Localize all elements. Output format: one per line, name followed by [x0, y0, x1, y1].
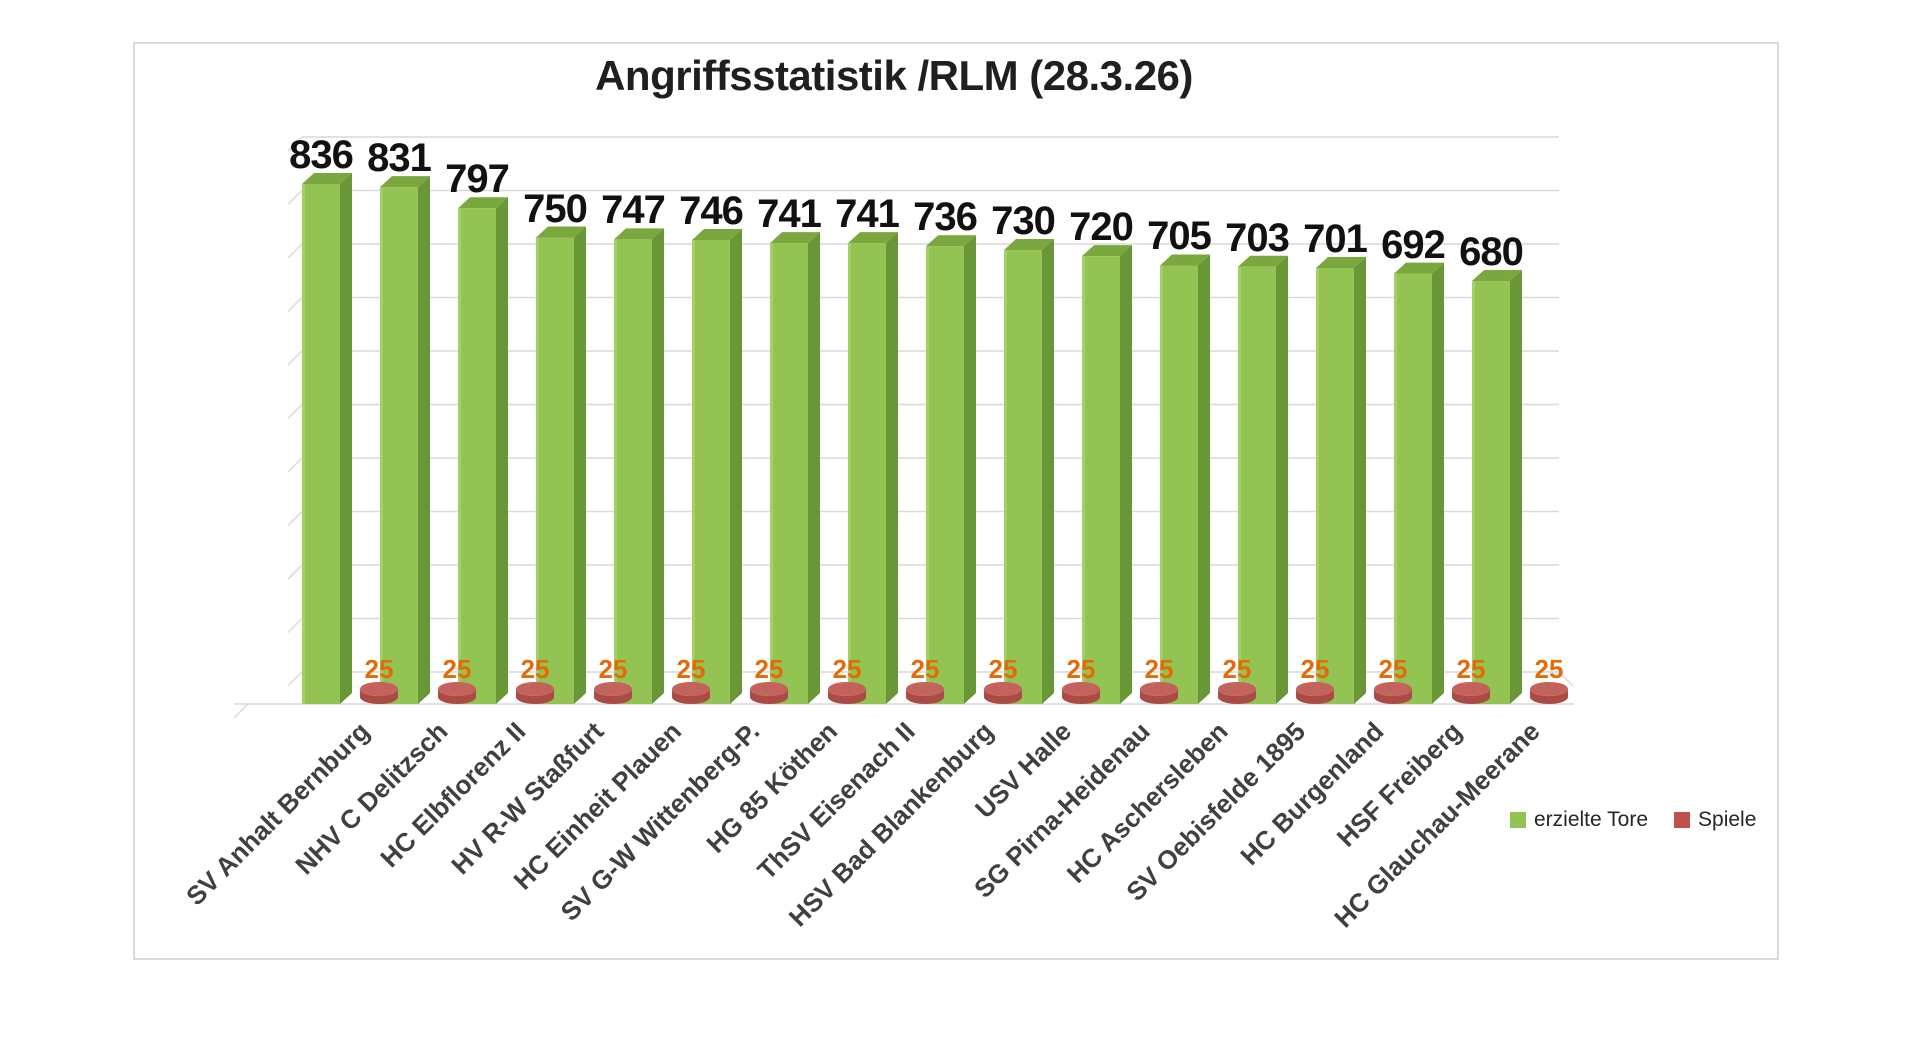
- plot-area: [233, 136, 1574, 719]
- chart-container: Angriffsstatistik /RLM (28.3.26) 836 25 SV…: [133, 42, 1779, 960]
- legend-swatch-erzielte-tore-icon: [1510, 812, 1526, 828]
- legend-label-erzielte-tore: erzielte Tore: [1534, 808, 1649, 831]
- legend: erzielte Tore Spiele: [1510, 808, 1756, 832]
- legend-swatch-spiele-icon: [1674, 812, 1691, 828]
- chart-title: Angriffsstatistik /RLM (28.3.26): [595, 52, 1193, 99]
- legend-label-spiele: Spiele: [1698, 808, 1757, 831]
